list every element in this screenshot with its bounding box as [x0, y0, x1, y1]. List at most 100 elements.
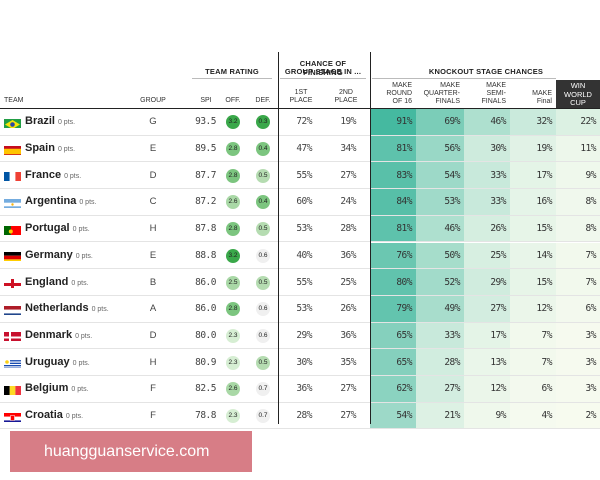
final-value: 17%	[536, 169, 552, 181]
row-divider	[0, 268, 600, 270]
team-name-text: Croatia	[25, 409, 63, 422]
sf-value: 33%	[490, 196, 506, 208]
r16-value: 62%	[396, 383, 412, 395]
final-value: 15%	[536, 223, 552, 235]
second-place-value: 35%	[340, 356, 356, 368]
team-name: France 0 pts.	[25, 169, 81, 181]
final-value: 16%	[536, 196, 552, 208]
r16-value: 83%	[396, 169, 412, 181]
chance-group-header-line2: GROUP STAGE IN ...	[284, 67, 362, 76]
spi-column-header[interactable]: SPI	[200, 97, 212, 104]
sf-cell: 29%	[464, 269, 510, 296]
table-row[interactable]: 81% 46% 26% 15% 8% Portugal 0 pts. H 87.8 2.8 0.5 5…	[0, 215, 600, 243]
off-rating-badge: 2.8	[226, 222, 240, 237]
win-header-l2: WORLD	[564, 89, 592, 99]
team-name: Uruguay 0 pts.	[25, 356, 90, 368]
quarterfinals-column-header[interactable]: MAKE QUARTER- FINALS	[418, 82, 460, 106]
first-place-value: 40%	[296, 249, 312, 261]
team-name-text: Portugal	[25, 222, 70, 235]
team-name: Croatia 0 pts.	[25, 409, 83, 421]
group-column-header[interactable]: GROUP	[140, 97, 166, 104]
table-row[interactable]: 91% 69% 46% 32% 22% Brazil 0 pts. G 93.5 3.2 0.3 72…	[0, 109, 600, 136]
table-row[interactable]: 62% 27% 12% 6% 3% Belgium 0 pts. F 82.5 2.6 0.7 36%…	[0, 376, 600, 403]
win-world-cup-column-header[interactable]: WIN WORLD CUP	[556, 80, 600, 108]
win-value: 8%	[585, 223, 597, 235]
qf-value: 27%	[444, 383, 460, 395]
first-place-value: 60%	[296, 196, 312, 208]
def-rating-badge: 0.6	[256, 248, 270, 263]
team-name-text: Spain	[25, 142, 55, 155]
final-column-header[interactable]: MAKE Final	[514, 90, 552, 106]
group-value: D	[149, 329, 157, 341]
sf-value: 12%	[490, 383, 506, 395]
row-divider	[0, 161, 600, 163]
first-place-value: 55%	[296, 169, 312, 181]
row-divider	[0, 294, 600, 296]
win-cell: 7%	[556, 269, 600, 296]
def-rating-badge: 0.4	[256, 142, 270, 157]
group-stage-divider	[370, 52, 371, 424]
def-column-header[interactable]: DEF.	[255, 97, 271, 104]
table-row[interactable]: 83% 54% 33% 17% 9% France 0 pts. D 87.7 2.8 0.5 55%…	[0, 162, 600, 190]
team-name: England 0 pts.	[25, 276, 89, 288]
sf-cell: 12%	[464, 376, 510, 403]
sf-cell: 9%	[464, 402, 510, 430]
qf-value: 49%	[444, 303, 460, 315]
table-row[interactable]: 81% 56% 30% 19% 11% Spain 0 pts. E 89.5 2.8 0.4 47%…	[0, 135, 600, 163]
sf-value: 30%	[490, 143, 506, 155]
france-flag-icon	[4, 170, 21, 182]
team-column-header[interactable]: TEAM	[4, 97, 24, 104]
spi-value: 82.5	[195, 383, 216, 395]
watermark-text: huangguanservice.com	[44, 443, 210, 460]
win-cell: 3%	[556, 322, 600, 350]
sf-cell: 26%	[464, 215, 510, 243]
r16-cell: 54%	[370, 402, 416, 430]
team-name-text: France	[25, 168, 62, 181]
table-row[interactable]: 54% 21% 9% 4% 2% Croatia 0 pts. F 78.8 2.3 0.7 28% 2…	[0, 402, 600, 430]
table-row[interactable]: 79% 49% 27% 12% 6% Netherlands 0 pts. A 86.0 2.8 0…	[0, 295, 600, 323]
row-divider	[0, 374, 600, 376]
def-rating-badge: 0.7	[256, 382, 270, 397]
first-place-column-header[interactable]: 1ST PLACE	[284, 89, 318, 105]
round-of-16-column-header[interactable]: MAKE ROUND OF 16	[376, 82, 412, 106]
table-row[interactable]: 76% 50% 25% 14% 7% Germany 0 pts. E 88.8 3.2 0.6 40…	[0, 242, 600, 270]
sf-value: 17%	[490, 329, 506, 341]
r16-cell: 81%	[370, 215, 416, 243]
sf-cell: 13%	[464, 349, 510, 376]
final-value: 15%	[536, 276, 552, 288]
spain-flag-icon	[4, 144, 21, 155]
table-row[interactable]: 65% 28% 13% 7% 3% Uruguay 0 pts. H 80.9 2.3 0.5 30%…	[0, 349, 600, 376]
final-value: 19%	[536, 143, 552, 155]
second-place-column-header[interactable]: 2ND PLACE	[328, 89, 364, 105]
team-name: Portugal 0 pts.	[25, 222, 90, 234]
sf-header-l2: SEMI-	[486, 90, 506, 97]
r16-cell: 81%	[370, 135, 416, 163]
spi-value: 87.8	[195, 223, 216, 235]
final-value: 7%	[541, 356, 553, 368]
table-row[interactable]: 84% 53% 33% 16% 8% Argentina 0 pts. C 87.2 2.6 0.4…	[0, 189, 600, 216]
r16-value: 91%	[396, 116, 412, 128]
team-name-text: Argentina	[25, 195, 77, 208]
spi-value: 87.7	[195, 169, 216, 181]
team-points: 0 pts.	[57, 119, 76, 127]
sf-value: 9%	[495, 410, 507, 422]
qf-cell: 46%	[416, 215, 464, 243]
group-value: C	[149, 196, 157, 208]
final-header-l2: Final	[536, 98, 552, 105]
off-column-header[interactable]: OFF.	[225, 97, 241, 104]
r16-value: 81%	[396, 223, 412, 235]
table-row[interactable]: 80% 52% 29% 15% 7% England 0 pts. B 86.0 2.5 0.5 55…	[0, 269, 600, 296]
group-value: A	[149, 303, 157, 315]
first-place-value: 36%	[296, 383, 312, 395]
def-rating-badge: 0.5	[256, 355, 270, 370]
win-value: 3%	[585, 383, 597, 395]
spi-value: 80.0	[195, 329, 216, 341]
off-rating-badge: 2.6	[226, 382, 240, 397]
qf-value: 33%	[444, 329, 460, 341]
table-row[interactable]: 65% 33% 17% 7% 3% Denmark 0 pts. D 80.0 2.3 0.6 29%…	[0, 322, 600, 350]
team-name: Argentina 0 pts.	[25, 195, 96, 207]
semifinals-column-header[interactable]: MAKE SEMI- FINALS	[468, 82, 506, 106]
team-name-text: Brazil	[25, 115, 55, 128]
spi-value: 93.5	[195, 116, 216, 128]
qf-header-l3: FINALS	[435, 98, 460, 105]
